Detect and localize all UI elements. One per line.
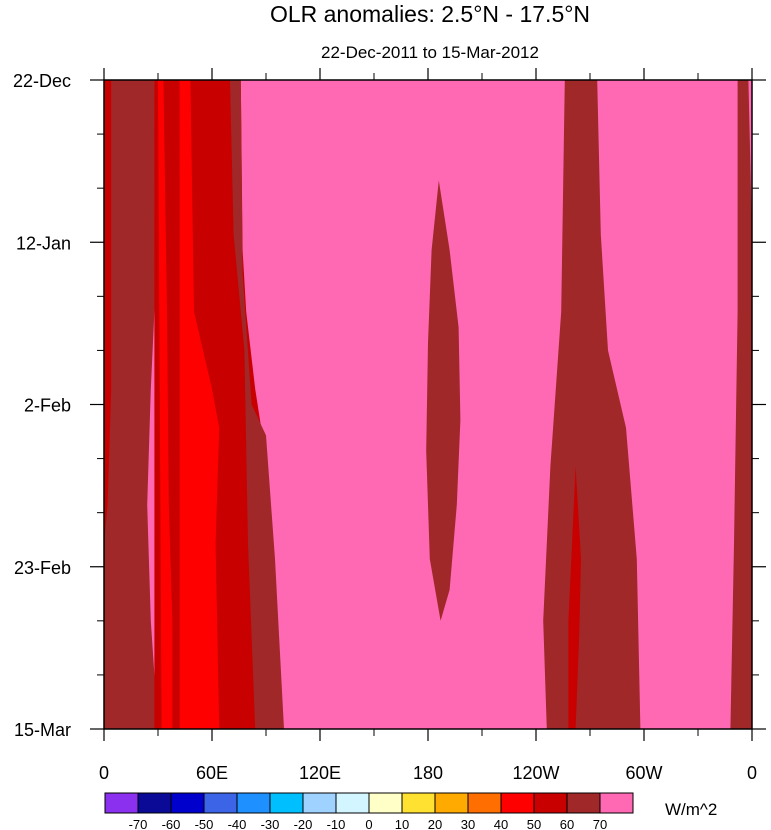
region-brown-dateline-blob (426, 180, 461, 621)
colorbar-label: -30 (261, 817, 280, 830)
y-tick-label: 12-Jan (16, 233, 71, 253)
region-red-core-b (179, 80, 220, 729)
colorbar-swatch (401, 792, 436, 814)
x-tick-label: 120W (512, 763, 559, 783)
colorbar-label: 70 (593, 817, 607, 830)
x-tick-label: 60E (196, 763, 228, 783)
x-tick-label: 0 (99, 763, 109, 783)
colorbar-label: 20 (428, 817, 442, 830)
colorbar-swatch (533, 792, 568, 814)
colorbar-label: 40 (494, 817, 508, 830)
colorbar-swatch (566, 792, 601, 814)
colorbar-label: -20 (294, 817, 313, 830)
y-tick-label: 22-Dec (13, 71, 71, 91)
colorbar-swatch (434, 792, 469, 814)
colorbar-swatch (269, 792, 304, 814)
region-red-core-a (158, 80, 173, 729)
x-axis: 0 60E 120E 180 120W 60W 0 (99, 68, 757, 783)
region-brown-western-band (104, 80, 158, 729)
colorbar-label: 50 (527, 817, 541, 830)
colorbar-swatch (500, 792, 535, 814)
chart-subtitle: 22-Dec-2011 to 15-Mar-2012 (321, 43, 539, 62)
colorbar-label: 30 (461, 817, 475, 830)
colorbar-swatch (599, 792, 634, 814)
colorbar-swatch (335, 792, 370, 814)
colorbar-swatch (104, 792, 139, 814)
y-tick-label: 2-Feb (24, 396, 71, 416)
chart-title: OLR anomalies: 2.5°N - 17.5°N (270, 1, 590, 27)
colorbar-swatch (467, 792, 502, 814)
y-tick-label: 15-Mar (14, 720, 71, 740)
colorbar-label: 60 (560, 817, 574, 830)
colorbar-label: -50 (195, 817, 214, 830)
colorbar-swatch (137, 792, 172, 814)
region-darkred-west-strip (104, 80, 112, 544)
anomaly-regions (104, 80, 752, 729)
x-tick-label: 120E (299, 763, 341, 783)
colorbar: -70 -60 -50 -40 -30 -20 -10 0 10 20 30 40 50 60 70 (104, 792, 634, 830)
colorbar-swatch (368, 792, 403, 814)
colorbar-label: -40 (228, 817, 247, 830)
x-tick-label: 60W (625, 763, 662, 783)
y-tick-label: 23-Feb (14, 558, 71, 578)
x-tick-label: 0 (747, 763, 757, 783)
colorbar-label: 10 (395, 817, 409, 830)
colorbar-label: -60 (162, 817, 181, 830)
colorbar-swatch (170, 792, 205, 814)
x-tick-label: 180 (413, 763, 443, 783)
y-axis: 22-Dec 12-Jan 2-Feb 23-Feb 15-Mar (13, 71, 766, 740)
colorbar-swatch (236, 792, 271, 814)
colorbar-swatch (302, 792, 337, 814)
region-brown-east-pacific (543, 80, 641, 729)
colorbar-units: W/m^2 (665, 800, 717, 819)
region-brown-maritime-tongue (230, 80, 284, 729)
colorbar-label: -10 (327, 817, 346, 830)
colorbar-label: 0 (365, 817, 372, 830)
colorbar-label: -70 (129, 817, 148, 830)
region-darkred-east-pacific-core (568, 466, 581, 729)
region-brown-atlantic-band (730, 80, 752, 729)
colorbar-swatch (203, 792, 238, 814)
